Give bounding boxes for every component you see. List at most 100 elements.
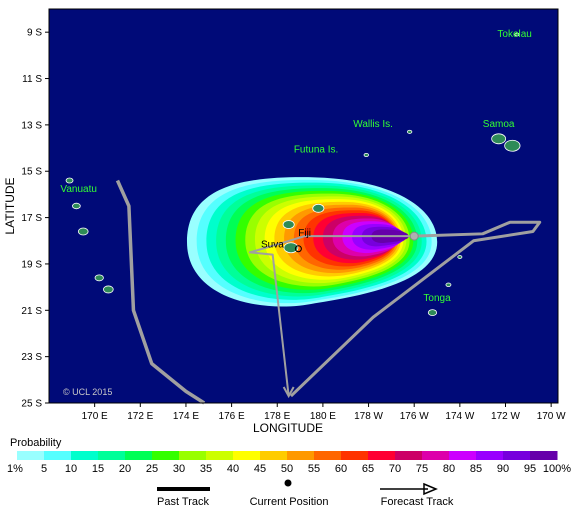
lon-tick-label: 178 W (354, 411, 383, 422)
legend-color-cell (125, 451, 153, 460)
legend-color-cell (476, 451, 504, 460)
island (427, 309, 438, 317)
place-label-wallis-is: Wallis Is. (353, 119, 393, 130)
place-labels: Tokelau Wallis Is. Samoa Futuna Is. Vanuatu T… (60, 29, 531, 304)
legend-value-label: 1% (7, 463, 23, 475)
legend-color-cell (422, 451, 450, 460)
forecast-arrow-icon (282, 386, 295, 399)
island (283, 242, 299, 254)
forecast-track-line-alt (248, 235, 415, 397)
island (94, 274, 104, 282)
legend-value-label: 25 (146, 463, 158, 475)
island (504, 139, 521, 152)
lat-tick-label: 19 S (21, 259, 42, 270)
place-label-suva: Suva (261, 240, 284, 251)
legend-color-cell (206, 451, 234, 460)
forecast-track-label: Forecast Track (381, 496, 454, 508)
legend-value-label: 85 (470, 463, 482, 475)
probability-scale-labels: 1% 5 10 15 20 25 30 35 40 45 50 55 60 65 70 75 80 85 90 95 1… (7, 463, 571, 475)
legend-value-label: 100% (543, 463, 571, 475)
current-position-marker (409, 231, 419, 241)
legend-color-cell (179, 451, 207, 460)
place-label-vanuatu: Vanuatu (60, 184, 97, 195)
probability-color-bar (17, 451, 558, 460)
lat-tick-label: 21 S (21, 306, 42, 317)
legend-value-label: 10 (65, 463, 77, 475)
legend-color-cell (314, 451, 342, 460)
legend-value-label: 55 (308, 463, 320, 475)
lon-tick-label: 176 E (219, 411, 245, 422)
current-position-symbol (284, 479, 292, 487)
island (445, 282, 452, 287)
place-label-tonga: Tonga (423, 293, 451, 304)
place-label-samoa: Samoa (483, 119, 515, 130)
island (457, 255, 463, 259)
lat-tick-label: 9 S (27, 28, 42, 39)
place-label-futuna-is: Futuna Is. (294, 145, 338, 156)
legend-value-label: 80 (443, 463, 455, 475)
island (72, 202, 81, 210)
legend-value-label: 50 (281, 463, 293, 475)
island (514, 32, 520, 37)
legend-color-cell (530, 451, 558, 460)
legend-color-cell (287, 451, 315, 460)
island (282, 220, 295, 229)
legend-value-label: 20 (119, 463, 131, 475)
island (406, 129, 413, 134)
island (77, 227, 89, 236)
legend-value-label: 15 (92, 463, 104, 475)
lat-tick-label: 13 S (21, 120, 42, 131)
legend-value-label: 90 (497, 463, 509, 475)
legend-color-cell (233, 451, 261, 460)
lon-tick-label: 176 W (400, 411, 429, 422)
lat-tick-label: 25 S (21, 399, 42, 410)
copyright-label: © UCL 2015 (63, 387, 112, 397)
legend-value-label: 40 (227, 463, 239, 475)
place-label-tokelau: Tokelau (497, 29, 531, 40)
lon-tick-label: 178 E (264, 411, 290, 422)
legend-color-cell (503, 451, 531, 460)
legend-color-cell (71, 451, 99, 460)
lat-tick-label: 23 S (21, 352, 42, 363)
legend-color-cell (17, 451, 45, 460)
legend-title: Probability (10, 437, 62, 449)
legend-value-label: 70 (389, 463, 401, 475)
past-track-label: Past Track (157, 496, 209, 508)
lon-tick-label: 172 E (127, 411, 153, 422)
legend-value-label: 65 (362, 463, 374, 475)
legend-value-label: 5 (41, 463, 47, 475)
legend-value-label: 95 (524, 463, 536, 475)
legend-value-label: 60 (335, 463, 347, 475)
legend-color-cell (152, 451, 180, 460)
current-position-label: Current Position (250, 496, 329, 508)
legend-color-cell (368, 451, 396, 460)
suva-marker (294, 245, 302, 253)
legend-color-cell (341, 451, 369, 460)
legend-color-cell (449, 451, 477, 460)
legend-color-cell (98, 451, 126, 460)
lon-tick-label: 180 E (310, 411, 336, 422)
map-frame (48, 8, 559, 404)
legend-color-cell (260, 451, 288, 460)
place-label-fiji: Fiji (298, 228, 311, 239)
lat-tick-label: 15 S (21, 167, 42, 178)
island (363, 153, 369, 158)
island (65, 177, 74, 184)
legend-key: Past Track Current Position Forecast Tra… (157, 479, 454, 508)
map-axes: 9 S 11 S 13 S 15 S 17 S 19 S 21 S 23 S 25 S 170 E… (21, 8, 566, 422)
lon-tick-label: 172 W (491, 411, 520, 422)
island (312, 203, 325, 213)
lon-tick-label: 170 W (537, 411, 566, 422)
legend-value-label: 30 (173, 463, 185, 475)
storm-tracks (115, 179, 542, 405)
legend-value-label: 75 (416, 463, 428, 475)
legend-color-cell (395, 451, 423, 460)
legend-value-label: 45 (254, 463, 266, 475)
legend-value-label: 35 (200, 463, 212, 475)
x-axis-title: LONGITUDE (253, 421, 323, 435)
forecast-track-line (289, 220, 542, 398)
lon-tick-label: 174 W (445, 411, 474, 422)
y-axis-title: LATITUDE (3, 177, 17, 234)
lat-tick-label: 17 S (21, 213, 42, 224)
lon-tick-label: 170 E (82, 411, 108, 422)
